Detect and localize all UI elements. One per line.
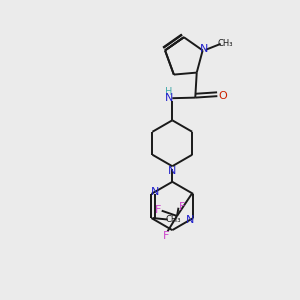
Text: N: N bbox=[165, 93, 173, 103]
Text: CH₃: CH₃ bbox=[166, 215, 181, 224]
Text: F: F bbox=[179, 202, 185, 212]
Text: N: N bbox=[185, 215, 194, 225]
Text: O: O bbox=[218, 91, 227, 101]
Text: N: N bbox=[151, 187, 159, 196]
Text: F: F bbox=[155, 205, 161, 214]
Text: N: N bbox=[200, 44, 208, 54]
Text: CH₃: CH₃ bbox=[218, 39, 233, 48]
Text: H: H bbox=[165, 87, 172, 97]
Text: F: F bbox=[163, 231, 169, 241]
Text: N: N bbox=[168, 166, 176, 176]
